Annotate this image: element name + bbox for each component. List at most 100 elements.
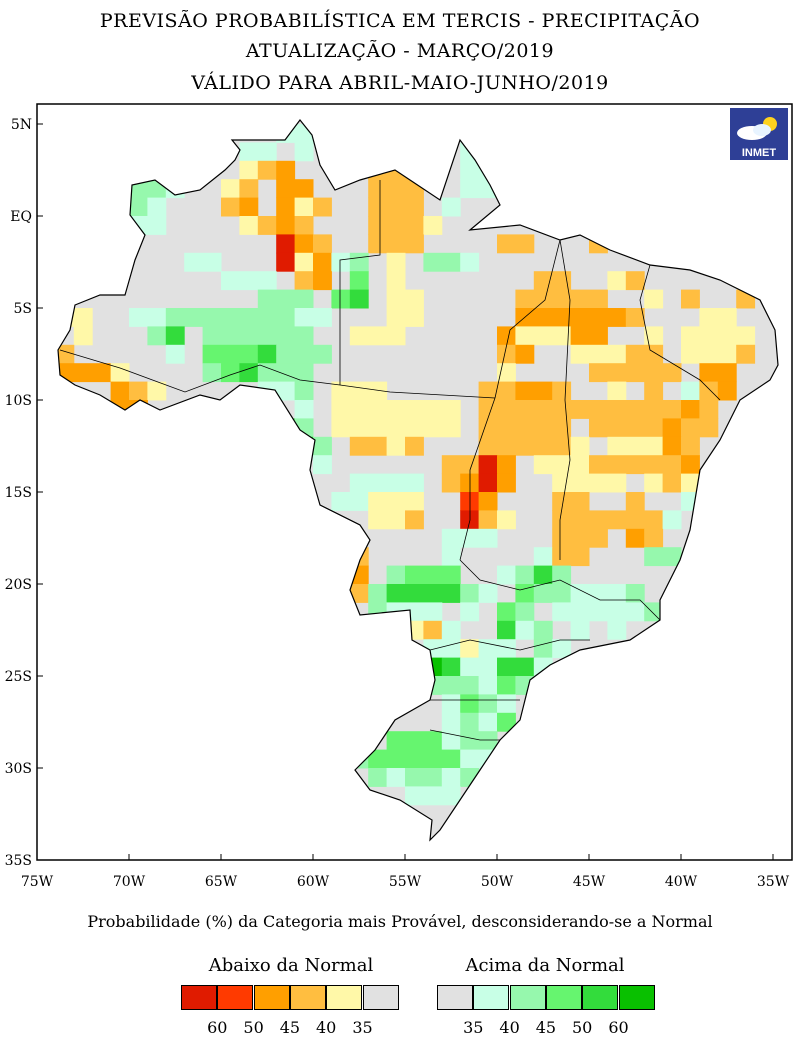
probability-cell (294, 381, 314, 401)
probability-cell (313, 234, 332, 254)
probability-cell (368, 492, 424, 511)
probability-cell (276, 234, 296, 254)
probability-cell (644, 528, 664, 548)
legend-above-title: Acima da Normal (465, 955, 625, 976)
probability-cell (625, 344, 664, 364)
legend-above-swatch (545, 985, 582, 1010)
probability-cell (515, 565, 535, 585)
probability-cell (607, 620, 627, 640)
probability-cell (497, 234, 535, 254)
probability-cell (405, 786, 461, 806)
probability-cell (478, 712, 498, 732)
probability-cell (313, 197, 332, 217)
probability-cell (515, 584, 535, 603)
probability-cell (515, 602, 535, 622)
probability-cell (368, 216, 424, 235)
probability-cell (699, 400, 719, 419)
probability-cell (349, 252, 369, 272)
probability-cell (349, 473, 424, 493)
probability-cell (533, 271, 572, 291)
probability-cell (552, 381, 572, 401)
probability-cell (497, 326, 516, 346)
probability-cell (552, 473, 627, 493)
probability-cell (294, 197, 314, 217)
probability-cell (294, 234, 314, 254)
probability-cell (515, 344, 535, 364)
lon-label: 40W (665, 874, 698, 890)
probability-cell (165, 326, 185, 346)
probability-cell (460, 712, 480, 732)
probability-cell (533, 565, 553, 585)
probability-cells (58, 124, 756, 806)
probability-cell (607, 381, 627, 401)
legend-above-swatch (473, 985, 510, 1010)
probability-cell (202, 326, 314, 346)
probability-cell (662, 436, 682, 456)
probability-cell (478, 455, 498, 475)
probability-cell (423, 216, 443, 235)
probability-cell (386, 271, 406, 291)
probability-cell (533, 455, 590, 475)
probability-cell (276, 160, 296, 180)
svg-text:INMET: INMET (742, 147, 777, 159)
probability-cell (533, 639, 553, 659)
title-line-2: ATUALIZAÇÃO - MARÇO/2019 (245, 40, 555, 62)
legend-below-label: 40 (316, 1018, 337, 1037)
probability-cell (607, 271, 627, 291)
probability-cell (478, 381, 516, 401)
legend-above-label: 50 (572, 1018, 593, 1037)
probability-cell (625, 308, 645, 327)
legend-above-swatch (509, 985, 546, 1010)
probability-cell (533, 620, 553, 640)
probability-cell (386, 731, 443, 751)
probability-cell (386, 565, 406, 585)
probability-cell (552, 602, 645, 622)
probability-cell (349, 584, 369, 603)
probability-cell (497, 620, 516, 640)
probability-cell (736, 344, 756, 364)
probability-cell (515, 326, 572, 346)
lat-label: EQ (10, 209, 32, 225)
probability-cell (441, 197, 461, 217)
lat-label: 10S (5, 393, 32, 409)
probability-cell (221, 197, 240, 217)
probability-cell (644, 289, 664, 309)
probability-cell (644, 381, 664, 401)
legend-below-swatch (362, 985, 399, 1010)
lat-label: 5S (14, 301, 33, 317)
probability-cell (294, 216, 314, 235)
legend-below-label: 60 (207, 1018, 228, 1037)
probability-cell (129, 381, 148, 401)
probability-cell (497, 676, 516, 695)
probability-cell (386, 308, 424, 327)
probability-cell (478, 400, 682, 419)
probability-cell (386, 584, 461, 603)
probability-cell (331, 252, 351, 272)
probability-cell (552, 639, 572, 659)
probability-cell (478, 436, 572, 456)
probability-cell (441, 731, 461, 751)
probability-cell (681, 455, 700, 475)
probability-cell (441, 694, 461, 714)
probability-cell (625, 584, 645, 603)
probability-cell (497, 344, 516, 364)
probability-cell (331, 381, 388, 401)
state-borders (59, 180, 721, 741)
probability-cell (313, 455, 332, 475)
legend-caption: Probabilidade (%) da Categoria mais Prov… (87, 912, 713, 931)
probability-cell (405, 510, 424, 530)
probability-cell (368, 179, 424, 199)
probability-cell (239, 142, 277, 162)
probability-cell (515, 620, 535, 640)
lat-label: 20S (5, 577, 32, 593)
probability-cell (460, 179, 498, 199)
legend-below-swatch (181, 985, 217, 1010)
probability-cell (460, 602, 480, 622)
probability-cell (423, 676, 480, 695)
probability-cell (570, 620, 590, 640)
probability-cell (368, 584, 388, 603)
probability-cell (276, 216, 296, 235)
lon-label: 65W (205, 874, 238, 890)
probability-cell (165, 308, 296, 327)
